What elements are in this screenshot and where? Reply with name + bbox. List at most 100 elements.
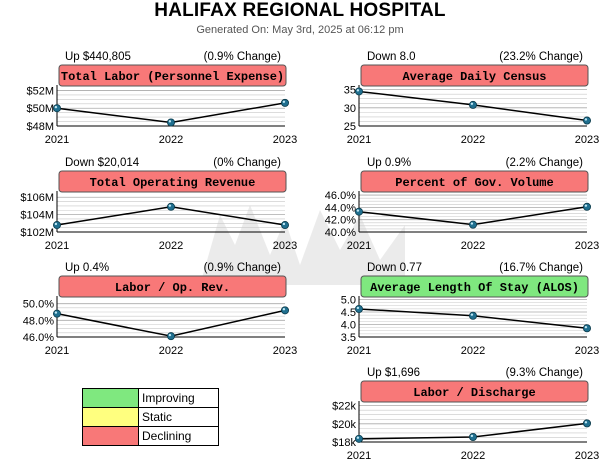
status-legend: Improving Static Declining	[82, 388, 219, 446]
y-tick-label: $48M	[26, 121, 54, 133]
chart-panel-total-operating-revenue: Down $20,014 (0% Change) Total Operating R…	[20, 152, 297, 266]
data-point-2023	[582, 324, 591, 333]
legend-label-declining: Declining	[142, 429, 192, 443]
y-tick-label: 25	[344, 121, 356, 133]
data-point-2022	[469, 311, 478, 320]
title-box-declining	[360, 380, 589, 403]
x-tick-label: 2022	[461, 134, 485, 146]
chart-svg: Up $1,696 (9.3% Change) Labor / Discharge $…	[332, 367, 599, 462]
chart-panel-labor-per-discharge: Up $1,696 (9.3% Change) Labor / Discharge $…	[332, 362, 599, 476]
percent-change-text: (9.3% Change)	[506, 367, 584, 379]
x-tick-label: 2022	[461, 345, 485, 357]
y-tick-label: 50.0%	[23, 299, 54, 311]
legend-swatch-improving	[83, 389, 139, 407]
x-tick-label: 2021	[347, 345, 371, 357]
change-text: Up 0.4%	[65, 262, 109, 274]
y-tick-label: 40.0%	[325, 227, 356, 239]
y-tick-label: 42.0%	[325, 215, 356, 227]
data-point-highlight	[282, 222, 286, 226]
chart-panel-percent-gov-volume: Up 0.9% (2.2% Change) Percent of Gov. Volu…	[325, 152, 599, 266]
change-text: Down $20,014	[65, 157, 140, 169]
change-text: Up $1,696	[367, 367, 420, 379]
data-point-2023	[280, 98, 289, 107]
percent-change-text: (16.7% Change)	[499, 262, 583, 274]
x-tick-label: 2021	[45, 345, 69, 357]
title-box-declining	[58, 275, 287, 298]
data-point-highlight	[584, 325, 588, 329]
data-point-highlight	[584, 204, 588, 207]
data-point-2022	[167, 202, 176, 211]
x-tick-label: 2023	[575, 450, 599, 462]
y-tick-label: $102M	[20, 227, 54, 239]
x-tick-label: 2023	[273, 345, 297, 357]
chart-title: Labor / Op. Rev.	[115, 281, 230, 295]
x-tick-label: 2022	[159, 240, 183, 252]
x-tick-label: 2021	[347, 450, 371, 462]
title-box-declining	[360, 170, 589, 193]
y-tick-label: 46.0%	[325, 190, 356, 202]
legend-item-improving: Improving	[83, 389, 218, 408]
percent-change-text: (0.9% Change)	[204, 262, 282, 274]
data-point-2023	[280, 221, 289, 230]
x-tick-label: 2023	[273, 134, 297, 146]
chart-title: Percent of Gov. Volume	[395, 176, 553, 190]
data-point-highlight	[356, 89, 360, 92]
chart-title: Total Labor (Personnel Expense)	[61, 70, 284, 84]
y-tick-label: 4.5	[341, 307, 356, 319]
data-point-2023	[582, 202, 591, 211]
data-point-highlight	[54, 311, 58, 314]
data-point-2022	[469, 220, 478, 229]
y-tick-label: $50M	[26, 103, 54, 115]
x-tick-label: 2023	[273, 240, 297, 252]
legend-label-static: Static	[142, 410, 173, 424]
title-box-declining	[58, 170, 287, 193]
y-tick-label: 5.0	[341, 295, 356, 307]
y-tick-label: 3.5	[341, 332, 356, 344]
chart-svg: Up 0.4% (0.9% Change) Labor / Op. Rev. 46.0…	[23, 262, 297, 357]
change-text: Up 0.9%	[367, 157, 411, 169]
y-tick-label: $22k	[332, 401, 356, 413]
data-point-2022	[167, 332, 176, 341]
data-point-2022	[167, 118, 176, 127]
data-point-2022	[469, 100, 478, 109]
data-point-highlight	[584, 421, 588, 424]
legend-label-improving: Improving	[142, 391, 195, 405]
y-tick-label: $104M	[20, 210, 54, 222]
chart-svg: Up $440,805 (0.9% Change) Total Labor (Per…	[26, 51, 297, 146]
data-point-highlight	[470, 222, 474, 225]
data-point-highlight	[356, 436, 360, 439]
data-point-highlight	[356, 306, 360, 310]
percent-change-text: (23.2% Change)	[499, 51, 583, 63]
y-tick-label: $106M	[20, 192, 54, 204]
data-point-2022	[469, 433, 478, 442]
x-tick-label: 2023	[575, 134, 599, 146]
x-tick-label: 2023	[575, 345, 599, 357]
data-point-2021	[354, 305, 363, 314]
y-tick-label: 4.0	[341, 320, 356, 332]
data-point-2021	[354, 207, 363, 216]
chart-title: Average Daily Census	[402, 70, 546, 84]
legend-swatch-static	[83, 408, 139, 426]
x-tick-label: 2021	[45, 134, 69, 146]
data-point-2021	[52, 221, 61, 230]
title-box-improving	[360, 275, 589, 298]
generated-timestamp: Generated On: May 3rd, 2025 at 06:12 pm	[196, 24, 404, 36]
x-tick-label: 2022	[461, 450, 485, 462]
chart-panel-labor-op-rev: Up 0.4% (0.9% Change) Labor / Op. Rev. 46.0…	[23, 257, 297, 371]
y-tick-label: 35	[344, 85, 356, 97]
chart-svg: Down 8.0 (23.2% Change) Average Daily Cens…	[344, 51, 599, 146]
y-tick-label: 44.0%	[325, 202, 356, 214]
chart-panel-total-labor: Up $440,805 (0.9% Change) Total Labor (Per…	[26, 46, 297, 160]
legend-item-static: Static	[83, 408, 218, 427]
data-point-2021	[52, 104, 61, 113]
legend-swatch-declining	[83, 427, 139, 445]
data-point-highlight	[54, 222, 58, 226]
change-text: Down 8.0	[367, 51, 416, 63]
data-point-highlight	[470, 434, 474, 438]
data-point-highlight	[282, 100, 286, 103]
data-point-2021	[52, 309, 61, 318]
x-tick-label: 2023	[575, 240, 599, 252]
legend-item-declining: Declining	[83, 427, 218, 445]
x-tick-label: 2021	[347, 240, 371, 252]
x-tick-label: 2022	[461, 240, 485, 252]
